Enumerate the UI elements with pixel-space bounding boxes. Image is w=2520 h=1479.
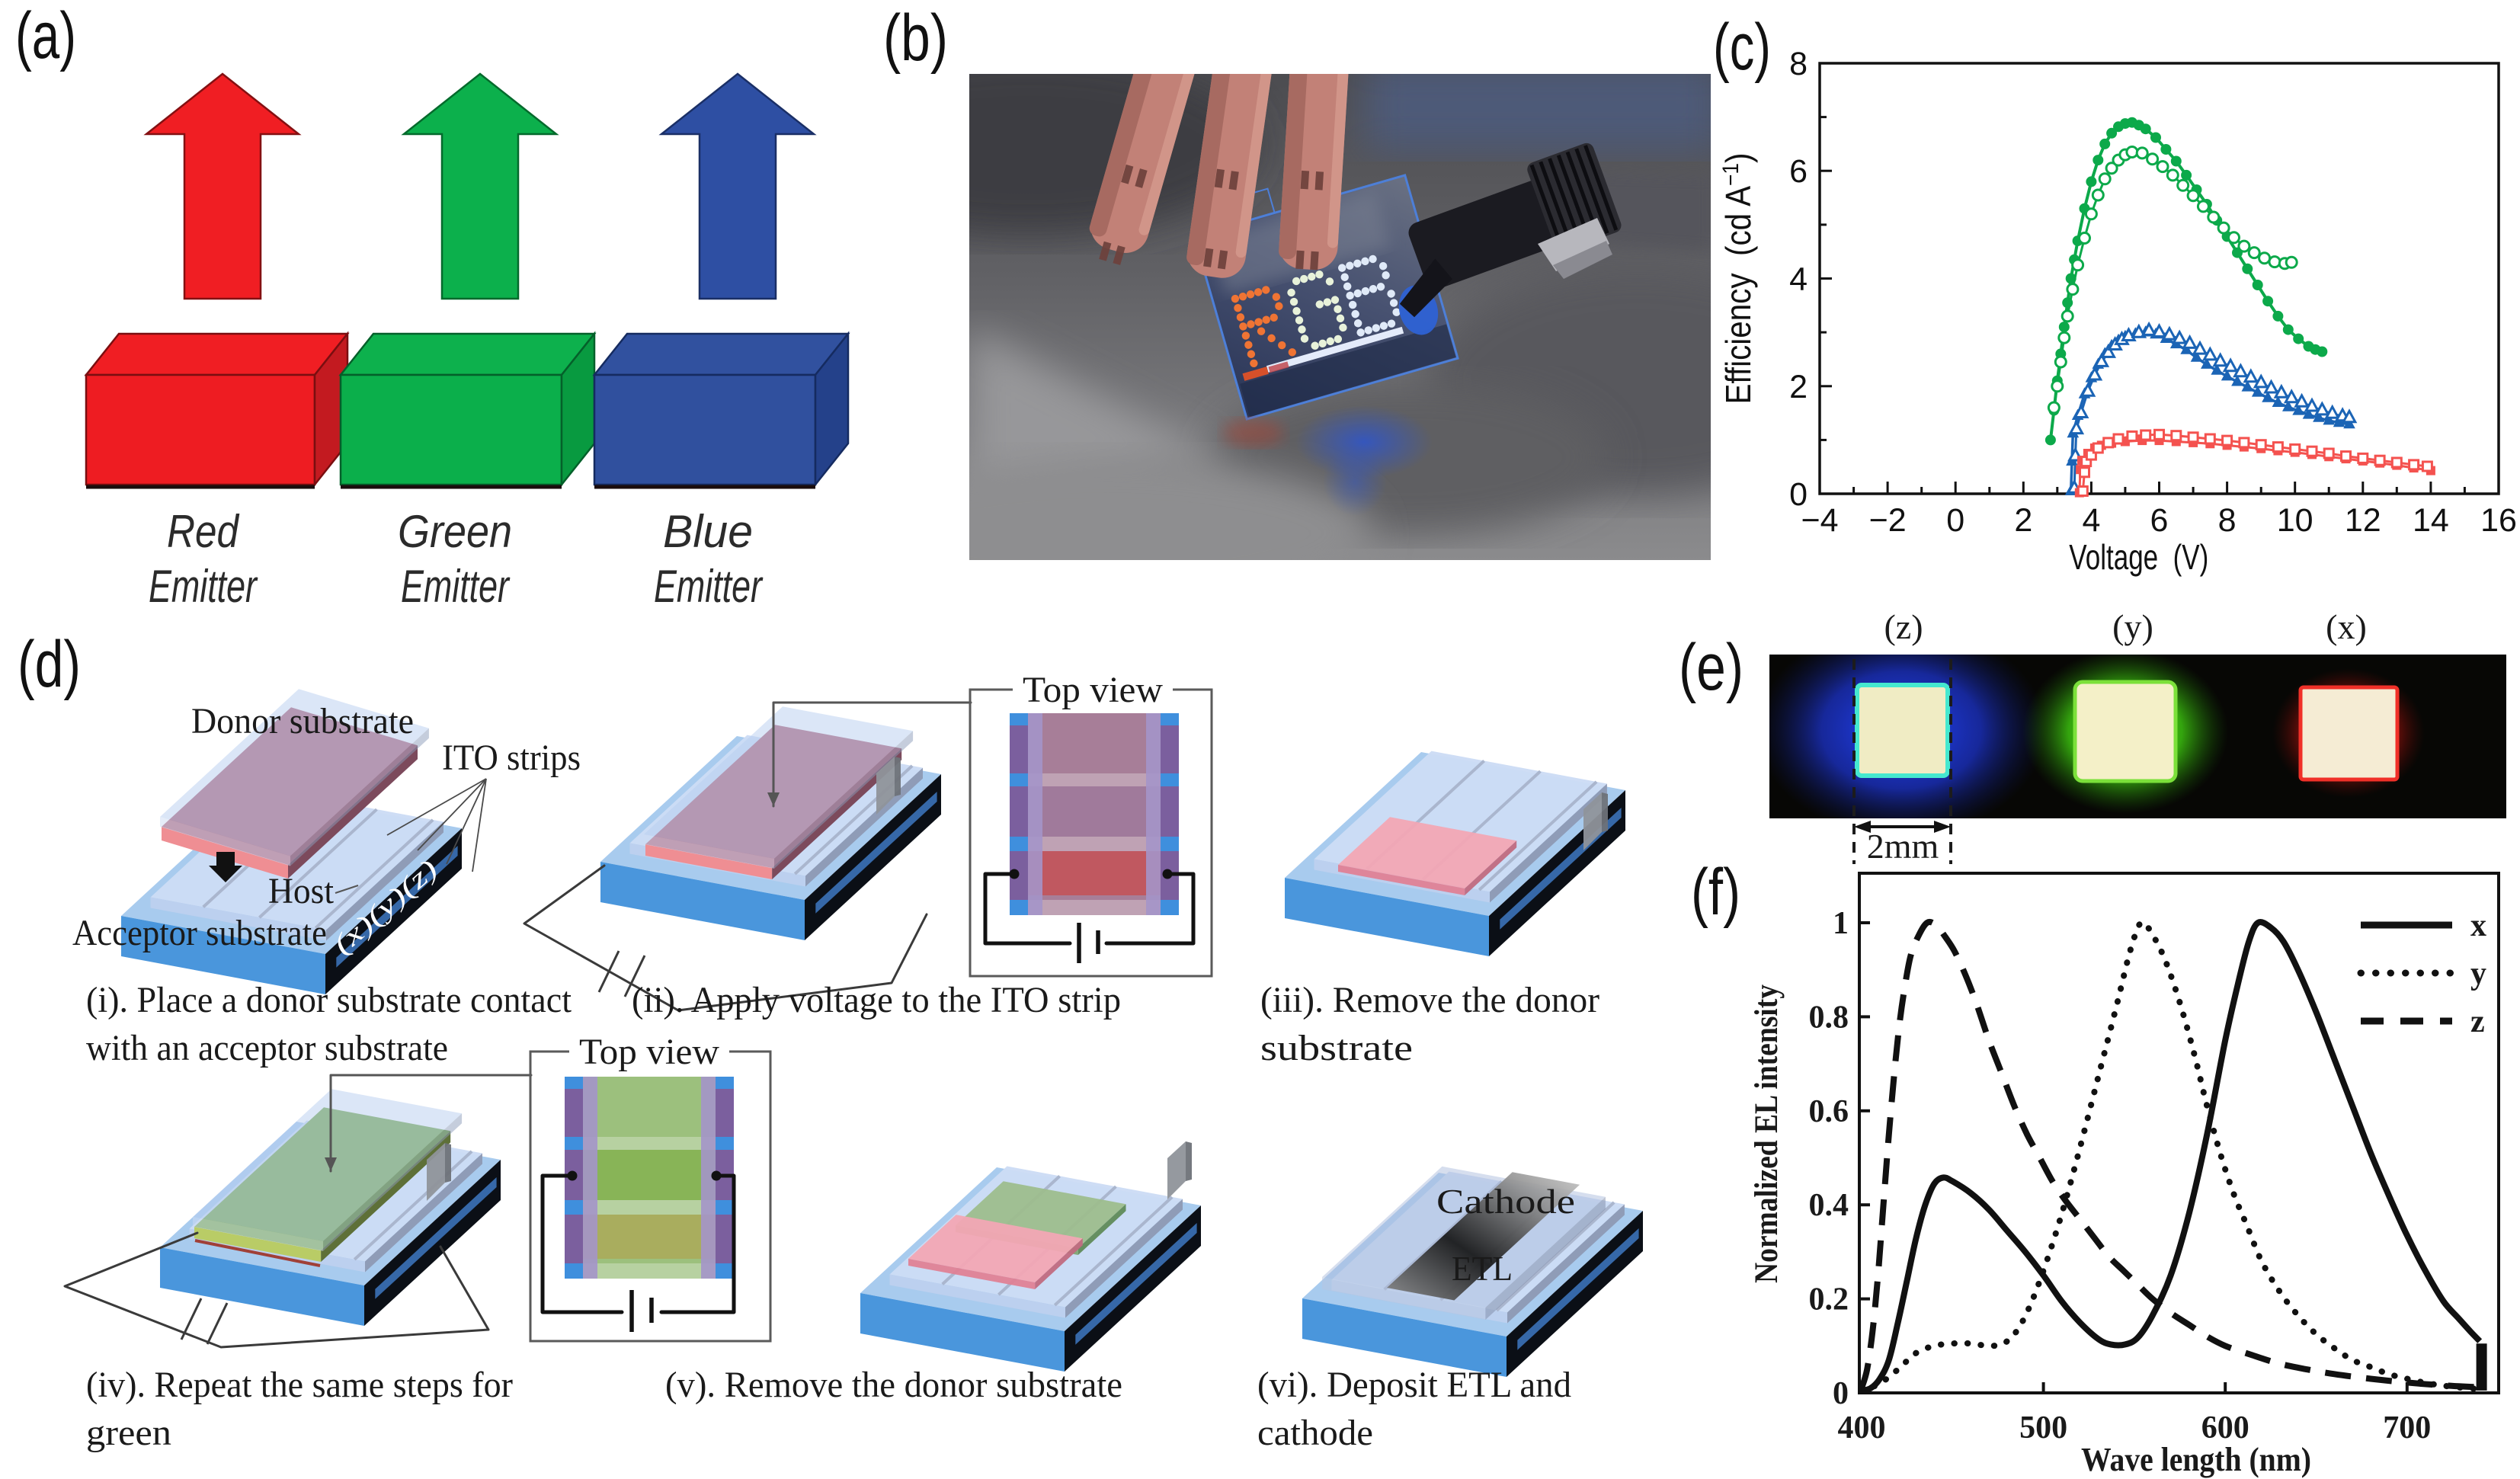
svg-text:Wave length (nm): Wave length (nm) bbox=[2081, 1441, 2311, 1478]
svg-text:(e): (e) bbox=[1679, 631, 1744, 704]
svg-text:600: 600 bbox=[2201, 1410, 2249, 1445]
svg-text:0: 0 bbox=[1833, 1376, 1849, 1411]
svg-text:y: y bbox=[2470, 956, 2486, 991]
svg-text:Green: Green bbox=[398, 506, 512, 557]
svg-text:0.4: 0.4 bbox=[1809, 1188, 1849, 1223]
svg-text:6: 6 bbox=[2150, 502, 2169, 539]
svg-text:(c): (c) bbox=[1713, 11, 1771, 84]
svg-text:2: 2 bbox=[1789, 369, 1808, 405]
svg-text:Emitter: Emitter bbox=[401, 561, 511, 612]
svg-text:Emitter: Emitter bbox=[654, 561, 764, 612]
svg-text:z: z bbox=[2470, 1004, 2485, 1039]
svg-text:−4: −4 bbox=[1801, 502, 1838, 539]
svg-text:0.2: 0.2 bbox=[1809, 1282, 1849, 1317]
svg-text:Blue: Blue bbox=[663, 506, 753, 557]
svg-text:Host: Host bbox=[268, 871, 335, 911]
svg-text:500: 500 bbox=[2019, 1410, 2067, 1445]
svg-text:Efficiency (cd A−1): Efficiency (cd A−1) bbox=[1718, 153, 1759, 405]
svg-text:ETL: ETL bbox=[1452, 1249, 1513, 1288]
svg-text:(a): (a) bbox=[15, 0, 76, 72]
svg-text:(b): (b) bbox=[883, 2, 948, 75]
svg-text:(i). Place a donor substrate c: (i). Place a donor substrate contact bbox=[86, 980, 572, 1020]
svg-text:(z): (z) bbox=[1884, 607, 1923, 646]
svg-text:8: 8 bbox=[1789, 46, 1808, 82]
svg-text:400: 400 bbox=[1838, 1410, 1886, 1445]
svg-text:green: green bbox=[86, 1413, 171, 1453]
svg-text:10: 10 bbox=[2277, 502, 2313, 539]
svg-text:(d): (d) bbox=[18, 628, 81, 701]
svg-text:(vi). Deposit ETL and: (vi). Deposit ETL and bbox=[1257, 1365, 1571, 1405]
svg-text:Voltage (V): Voltage (V) bbox=[2069, 537, 2208, 577]
svg-text:Donor substrate: Donor substrate bbox=[191, 701, 414, 741]
svg-text:0.8: 0.8 bbox=[1809, 1000, 1849, 1035]
svg-text:0: 0 bbox=[1946, 502, 1964, 539]
svg-text:(y): (y) bbox=[2112, 607, 2153, 646]
svg-text:Top view: Top view bbox=[579, 1032, 719, 1072]
svg-text:6: 6 bbox=[1789, 153, 1808, 190]
svg-text:substrate: substrate bbox=[1260, 1028, 1413, 1068]
svg-text:4: 4 bbox=[2082, 502, 2100, 539]
svg-text:12: 12 bbox=[2345, 502, 2381, 539]
svg-text:(x): (x) bbox=[2326, 607, 2367, 646]
svg-text:700: 700 bbox=[2383, 1410, 2431, 1445]
svg-text:Normalized EL intensity: Normalized EL intensity bbox=[1749, 984, 1785, 1283]
svg-text:Cathode: Cathode bbox=[1436, 1182, 1575, 1221]
svg-text:2mm: 2mm bbox=[1867, 827, 1939, 866]
svg-text:14: 14 bbox=[2413, 502, 2449, 539]
svg-text:with an acceptor substrate: with an acceptor substrate bbox=[86, 1028, 448, 1068]
svg-text:Emitter: Emitter bbox=[149, 561, 258, 612]
svg-text:Top view: Top view bbox=[1023, 670, 1163, 710]
svg-text:(v). Remove the donor substrat: (v). Remove the donor substrate bbox=[665, 1365, 1122, 1405]
svg-text:2: 2 bbox=[2014, 502, 2032, 539]
svg-text:Red: Red bbox=[167, 506, 239, 557]
svg-text:4: 4 bbox=[1789, 261, 1808, 298]
svg-text:0: 0 bbox=[1789, 476, 1808, 513]
svg-text:8: 8 bbox=[2218, 502, 2237, 539]
svg-text:(iv). Repeat the same steps fo: (iv). Repeat the same steps for bbox=[86, 1365, 513, 1405]
svg-text:(f): (f) bbox=[1691, 856, 1740, 929]
svg-text:(ii). Apply voltage to the ITO: (ii). Apply voltage to the ITO strip bbox=[632, 980, 1121, 1020]
svg-text:Acceptor substrate: Acceptor substrate bbox=[72, 913, 327, 953]
svg-text:x: x bbox=[2470, 908, 2486, 943]
svg-text:0.6: 0.6 bbox=[1809, 1094, 1849, 1129]
svg-text:−2: −2 bbox=[1869, 502, 1907, 539]
svg-text:1: 1 bbox=[1833, 906, 1849, 941]
svg-text:ITO strips: ITO strips bbox=[442, 738, 581, 778]
svg-text:16: 16 bbox=[2480, 502, 2517, 539]
svg-text:cathode: cathode bbox=[1257, 1413, 1373, 1453]
svg-text:(iii). Remove the donor: (iii). Remove the donor bbox=[1260, 980, 1599, 1020]
